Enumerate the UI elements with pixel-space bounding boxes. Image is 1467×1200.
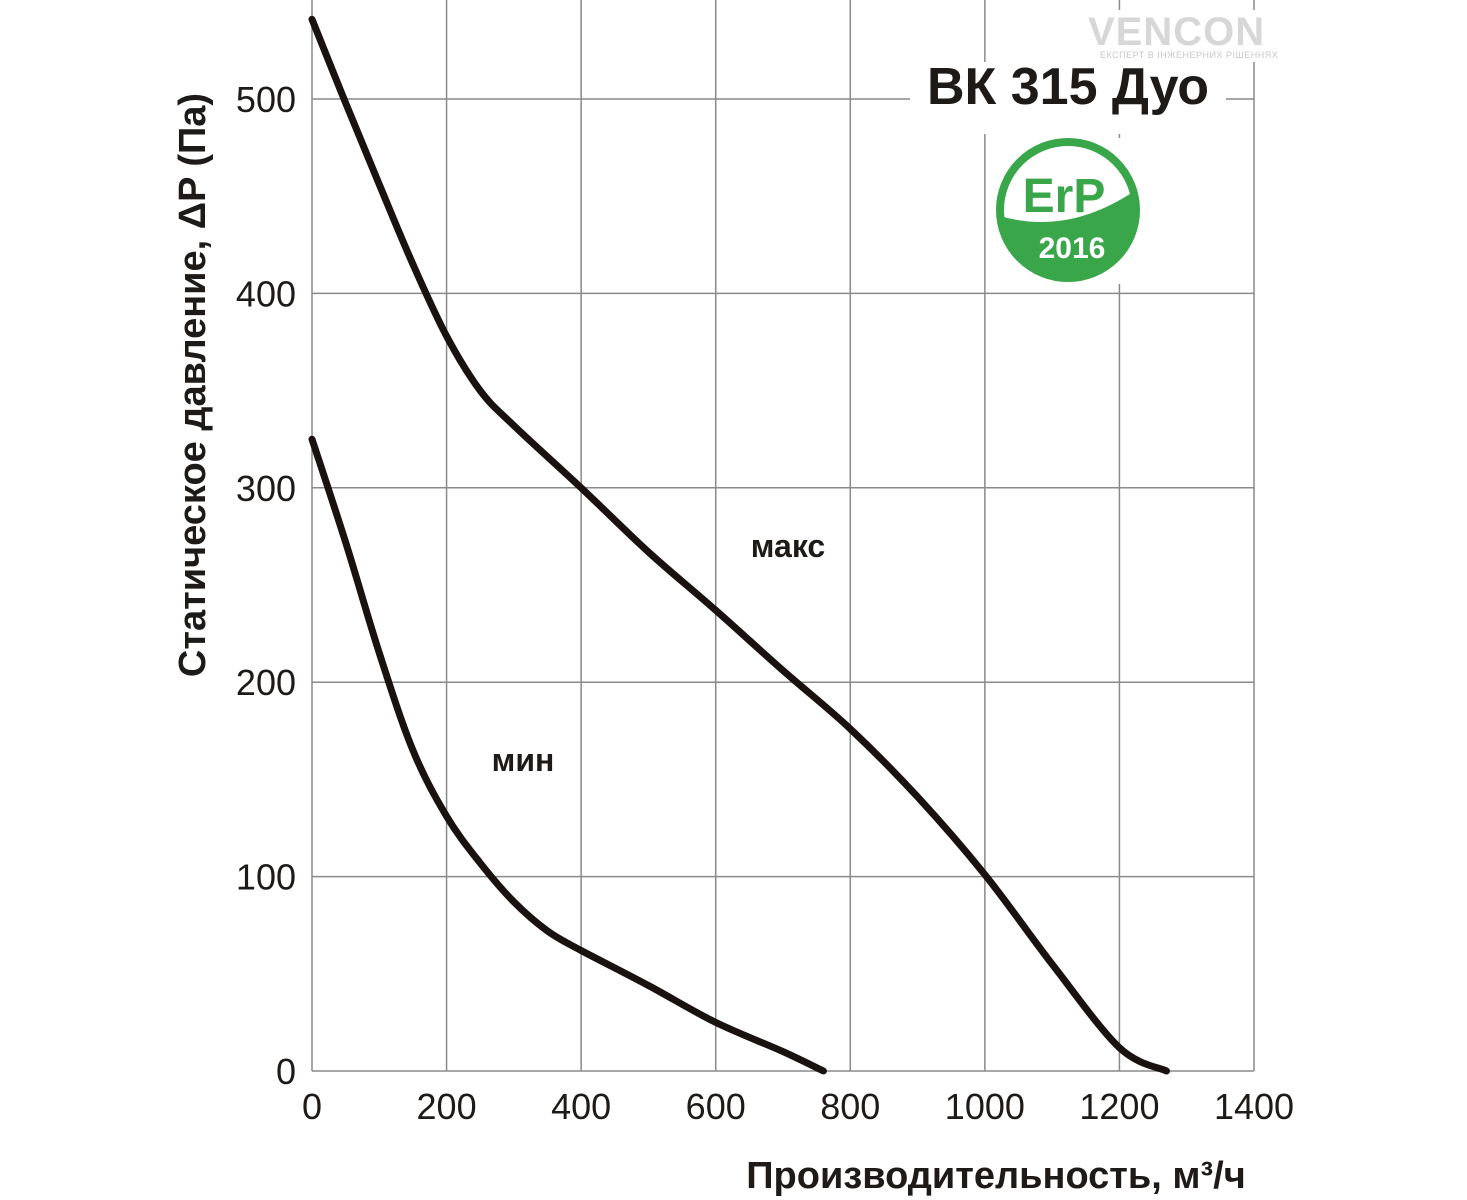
x-tick-label: 600 <box>686 1086 746 1127</box>
y-tick-labels: 0 100 200 300 400 500 <box>236 79 296 1092</box>
x-tick-label: 400 <box>551 1086 611 1127</box>
y-tick-label: 500 <box>236 79 296 120</box>
series-label-min: мин <box>492 742 555 778</box>
chart-title: ВК 315 Дуо <box>927 58 1209 116</box>
x-tick-labels: 0 200 400 600 800 1000 1200 1400 <box>302 1086 1294 1127</box>
logo-subtext: ЕКСПЕРТ В ІНЖЕНЕРНИХ РІШЕННЯХ <box>1100 50 1278 60</box>
title-backing <box>910 62 1226 134</box>
x-tick-label: 800 <box>820 1086 880 1127</box>
series-curves <box>308 15 1170 1075</box>
y-tick-label: 100 <box>236 857 296 898</box>
y-tick-label: 0 <box>276 1051 296 1092</box>
series-line-min <box>308 435 827 1075</box>
x-tick-label: 1200 <box>1079 1086 1159 1127</box>
erp-badge: ErP 2016 <box>996 138 1140 284</box>
series-label-max: макс <box>751 528 825 564</box>
x-tick-label: 1000 <box>945 1086 1025 1127</box>
erp-leaf <box>1000 190 1136 278</box>
x-axis-title: Производительность, м³/ч <box>746 1155 1246 1197</box>
y-tick-label: 300 <box>236 468 296 509</box>
y-tick-label: 200 <box>236 662 296 703</box>
erp-text: ErP <box>1023 170 1106 223</box>
y-axis-title: Статическое давление, ΔP (Па) <box>172 93 214 677</box>
x-tick-label: 0 <box>302 1086 322 1127</box>
y-tick-label: 400 <box>236 273 296 314</box>
vencon-logo: VENCON ЕКСПЕРТ В ІНЖЕНЕРНИХ РІШЕННЯХ <box>1082 10 1278 62</box>
x-tick-label: 200 <box>417 1086 477 1127</box>
x-tick-label: 1400 <box>1214 1086 1294 1127</box>
logo-text: VENCON <box>1088 10 1265 54</box>
erp-year: 2016 <box>1039 232 1106 265</box>
series-line-max <box>308 15 1170 1075</box>
